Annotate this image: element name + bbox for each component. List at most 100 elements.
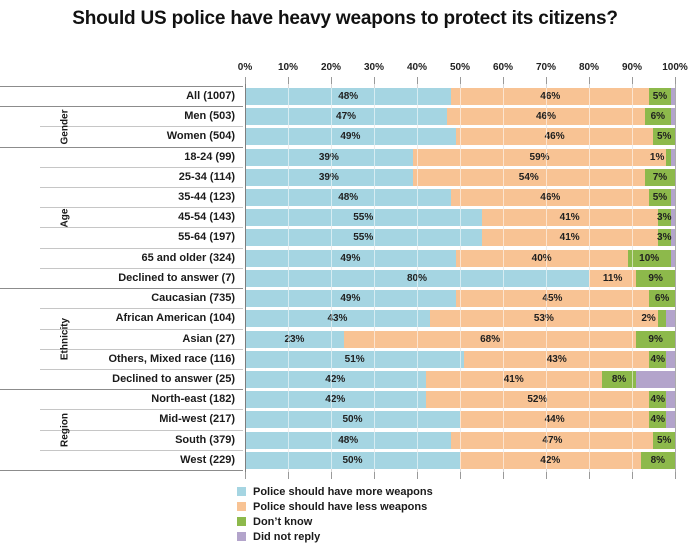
bar-segment-less: 44% — [460, 411, 650, 429]
bar-segment-less: 59% — [412, 148, 667, 166]
bar-segment-more: 48% — [245, 431, 452, 449]
x-axis-tick-label: 0% — [237, 62, 253, 73]
x-axis-bottom-tick-mark — [589, 472, 590, 479]
x-axis-tick-label: 60% — [492, 62, 513, 73]
bar-segment-did-not-reply — [670, 229, 675, 247]
bar-segment-less: 41% — [425, 370, 602, 388]
bar-value-label: 41% — [559, 212, 580, 224]
bar-segment-dont-know: 8% — [601, 370, 637, 388]
row-label: 55-64 (197) — [178, 231, 235, 244]
bar-value-label: 50% — [342, 414, 363, 426]
y-axis-line — [245, 84, 246, 472]
row-label: North-east (182) — [151, 393, 235, 406]
bar-value-label: 43% — [327, 313, 348, 325]
bar-row: 23% 68% 9% — [245, 330, 675, 348]
row-label: Declined to answer (25) — [112, 372, 235, 385]
bar-row: 55% 41% 3% — [245, 209, 675, 227]
bar-row: 51% 43% 4% — [245, 350, 675, 368]
bar-segment-less: 53% — [429, 310, 658, 328]
bar-segment-more: 39% — [245, 168, 413, 186]
legend-swatch-more — [237, 487, 246, 496]
bar-segment-dont-know: 6% — [649, 290, 675, 308]
bar-segment-less: 46% — [455, 128, 654, 146]
bar-segment-less: 54% — [412, 168, 645, 186]
bar-value-label: 53% — [533, 313, 554, 325]
legend-item: Police should have more weapons — [237, 484, 433, 499]
row-separator — [40, 328, 243, 330]
x-axis-tick-mark — [632, 77, 633, 85]
bar-segment-more: 50% — [245, 411, 460, 429]
bar-segment-less: 45% — [455, 290, 650, 308]
x-axis-tick-label: 80% — [578, 62, 599, 73]
x-axis-tick-label: 10% — [277, 62, 298, 73]
bar-value-label: 10% — [639, 252, 660, 264]
legend-swatch-less — [237, 502, 246, 511]
bar-segment-less: 11% — [589, 269, 637, 287]
bar-value-label: 5% — [657, 434, 672, 446]
bar-value-label: 44% — [544, 414, 565, 426]
bar-segment-less: 68% — [343, 330, 637, 348]
bar-segment-more: 49% — [245, 249, 456, 267]
bar-segment-dont-know: 10% — [627, 249, 671, 267]
bar-segment-less: 46% — [447, 108, 645, 126]
bar-value-label: 41% — [559, 232, 580, 244]
bar-value-label: 6% — [650, 111, 666, 123]
bar-segment-did-not-reply — [666, 411, 675, 429]
bar-row: 49% 45% 6% — [245, 290, 675, 308]
bar-row: 80% 11% 9% — [245, 269, 675, 287]
bar-value-label: 43% — [546, 353, 567, 365]
bar-value-label: 3% — [657, 232, 672, 244]
bar-segment-more: 42% — [245, 370, 426, 388]
bar-value-label: 3% — [657, 212, 672, 224]
bar-segment-did-not-reply — [636, 370, 675, 388]
bar-segment-more: 55% — [245, 229, 482, 247]
x-axis-tick-mark — [460, 77, 461, 85]
legend-label: Don’t know — [253, 515, 313, 528]
x-axis-tick-mark — [546, 77, 547, 85]
bar-row: 43% 53% 2% — [245, 310, 675, 328]
x-axis-tick-mark — [331, 77, 332, 85]
bar-value-label: 55% — [353, 232, 374, 244]
legend-item: Did not reply — [237, 529, 433, 544]
bar-value-label: 50% — [342, 454, 363, 466]
legend-swatch-dont-know — [237, 517, 246, 526]
bar-value-label: 47% — [336, 111, 357, 123]
bar-segment-did-not-reply — [670, 249, 675, 267]
row-label: Declined to answer (7) — [118, 271, 235, 284]
x-axis-tick-label: 40% — [406, 62, 427, 73]
group-label-age: Age — [59, 208, 71, 228]
x-axis-tick-label: 100% — [662, 62, 688, 73]
bar-value-label: 8% — [650, 454, 666, 466]
bar-value-label: 1% — [649, 151, 665, 163]
bar-segment-more: 80% — [245, 269, 589, 287]
bar-segment-dont-know: 5% — [653, 431, 675, 449]
group-label-gender: Gender — [59, 109, 71, 145]
group-separator — [0, 389, 243, 391]
bar-row: 42% 41% 8% — [245, 370, 675, 388]
bar-value-label: 5% — [657, 131, 672, 143]
group-separator — [0, 146, 243, 148]
x-axis-bottom-tick-mark — [546, 472, 547, 479]
bar-segment-less: 40% — [455, 249, 628, 267]
bar-segment-did-not-reply — [670, 189, 675, 207]
bar-value-label: 49% — [340, 252, 361, 264]
bar-segment-more: 47% — [245, 108, 448, 126]
bar-value-label: 2% — [641, 313, 656, 325]
bar-value-label: 4% — [650, 353, 665, 365]
bar-value-label: 49% — [340, 131, 361, 143]
row-separator — [40, 368, 243, 370]
bar-segment-less: 43% — [464, 350, 650, 368]
row-separator — [40, 449, 243, 451]
bar-value-label: 39% — [318, 171, 339, 183]
bar-segment-dont-know: 4% — [649, 350, 667, 368]
plot-right-border — [675, 84, 676, 472]
bar-segment-less: 46% — [451, 88, 650, 105]
row-separator — [40, 409, 243, 411]
x-axis-tick-mark — [503, 77, 504, 85]
bar-row: 48% 47% 5% — [245, 431, 675, 449]
bar-row: 42% 52% 4% — [245, 391, 675, 409]
x-axis-tick-label: 30% — [363, 62, 384, 73]
bar-value-label: 68% — [480, 333, 501, 345]
bar-value-label: 4% — [650, 394, 665, 406]
x-axis-bottom-tick-mark — [331, 472, 332, 479]
